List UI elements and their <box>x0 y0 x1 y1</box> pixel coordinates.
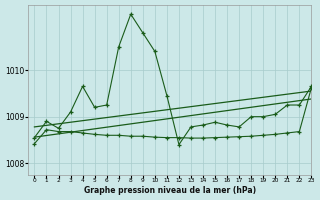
X-axis label: Graphe pression niveau de la mer (hPa): Graphe pression niveau de la mer (hPa) <box>84 186 256 195</box>
